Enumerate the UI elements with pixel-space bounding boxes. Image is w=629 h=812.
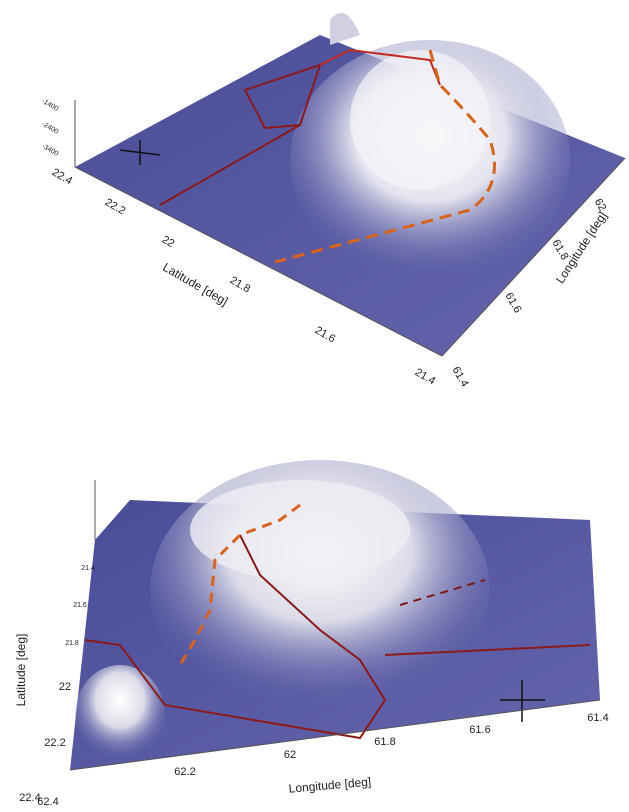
lon-tick: 61.4 <box>587 712 608 724</box>
lon-tick: 62 <box>284 749 296 761</box>
lat-label: Latitude [deg] <box>14 634 28 707</box>
lon-tick: 61.6 <box>469 724 490 736</box>
depth-tick: -3400 <box>40 143 59 158</box>
lat-label: Latitude [deg] <box>160 260 230 308</box>
bottom-surface <box>70 460 600 770</box>
lat-tick: 21.4 <box>81 565 95 572</box>
lat-tick: 21.6 <box>313 324 338 345</box>
lon-tick: 61.6 <box>503 291 524 316</box>
lat-tick: 21.8 <box>228 274 253 295</box>
lat-tick: 21.6 <box>73 602 87 609</box>
figure: 22.4 22.2 22 21.8 21.6 21.4 Latitude [deg] 61.4… <box>0 0 629 812</box>
lat-tick: 22 <box>160 234 177 251</box>
lon-tick: 62.4 <box>37 796 58 808</box>
lat-tick: 21.8 <box>65 640 79 647</box>
depth-tick: -2400 <box>40 121 59 136</box>
lon-tick: 61.8 <box>374 736 395 748</box>
depth-tick: -1400 <box>40 98 59 113</box>
lat-tick: 22 <box>59 681 71 693</box>
lon-label: Longitude [deg] <box>288 775 372 796</box>
lon-tick: 61.4 <box>450 365 471 390</box>
top-surface <box>75 13 625 356</box>
lat-tick: 22.2 <box>103 196 128 217</box>
lat-tick: 21.4 <box>413 366 438 387</box>
lon-tick: 62.2 <box>174 766 195 778</box>
lat-tick: 22.2 <box>44 737 65 749</box>
lat-tick: 22.4 <box>50 166 75 187</box>
